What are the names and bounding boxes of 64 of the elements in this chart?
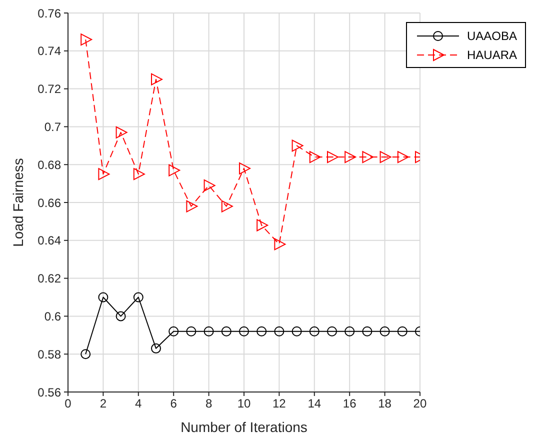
point bbox=[98, 292, 108, 302]
y-tick-label: 0.68 bbox=[38, 158, 62, 172]
x-tick-label: 2 bbox=[100, 396, 107, 411]
legend-label: UAAOBA bbox=[466, 28, 517, 42]
point bbox=[150, 343, 161, 354]
y-tick-label: 0.7 bbox=[44, 120, 62, 134]
point bbox=[256, 219, 268, 232]
point bbox=[238, 162, 250, 174]
y-tick-label: 0.58 bbox=[38, 347, 62, 362]
x-tick-label: 4 bbox=[135, 396, 142, 411]
point bbox=[380, 151, 392, 164]
point bbox=[150, 73, 162, 86]
point bbox=[256, 326, 267, 336]
point bbox=[168, 326, 179, 336]
y-tick-label: 0.56 bbox=[38, 385, 62, 400]
point bbox=[204, 179, 216, 192]
point bbox=[397, 151, 409, 164]
y-tick-label: 0.74 bbox=[38, 44, 62, 58]
point bbox=[292, 140, 304, 152]
point bbox=[186, 200, 198, 212]
point bbox=[380, 326, 390, 336]
x-tick-label: 10 bbox=[237, 396, 251, 411]
point bbox=[326, 151, 338, 164]
x-tick-label: 14 bbox=[308, 396, 322, 411]
point bbox=[362, 326, 372, 336]
point bbox=[238, 326, 249, 336]
point bbox=[309, 326, 320, 336]
x-tick-label: 20 bbox=[413, 396, 427, 411]
point bbox=[274, 326, 284, 336]
point bbox=[344, 326, 355, 336]
point bbox=[204, 326, 214, 336]
point bbox=[116, 311, 126, 322]
point bbox=[309, 151, 321, 164]
x-axis-title: Number of Iterations bbox=[180, 419, 308, 435]
x-tick-label: 8 bbox=[205, 396, 212, 411]
x-tick-label: 16 bbox=[342, 396, 357, 411]
y-tick-label: 0.76 bbox=[38, 6, 62, 20]
point bbox=[344, 151, 356, 164]
point bbox=[80, 349, 91, 360]
point bbox=[133, 168, 145, 180]
point bbox=[221, 200, 233, 212]
legend-label: HAUARA bbox=[466, 48, 517, 62]
point bbox=[221, 326, 232, 336]
point bbox=[98, 168, 110, 180]
y-tick-label: 0.62 bbox=[38, 272, 62, 286]
y-tick-label: 0.6 bbox=[44, 309, 62, 324]
point bbox=[274, 238, 286, 250]
y-tick-label: 0.72 bbox=[38, 82, 62, 96]
point bbox=[133, 292, 144, 302]
y-axis-title: Load Fairness bbox=[10, 158, 26, 247]
point bbox=[168, 164, 180, 176]
x-tick-label: 12 bbox=[272, 396, 286, 411]
x-tick-label: 0 bbox=[64, 396, 72, 411]
x-tick-label: 18 bbox=[378, 396, 392, 411]
point bbox=[186, 326, 196, 336]
point bbox=[80, 34, 92, 46]
point bbox=[292, 326, 302, 336]
y-tick-label: 0.64 bbox=[38, 234, 62, 248]
point bbox=[326, 326, 337, 336]
point bbox=[116, 126, 128, 138]
y-tick-label: 0.66 bbox=[38, 196, 62, 210]
point bbox=[397, 326, 408, 336]
x-tick-label: 6 bbox=[170, 396, 178, 411]
point bbox=[362, 151, 374, 164]
